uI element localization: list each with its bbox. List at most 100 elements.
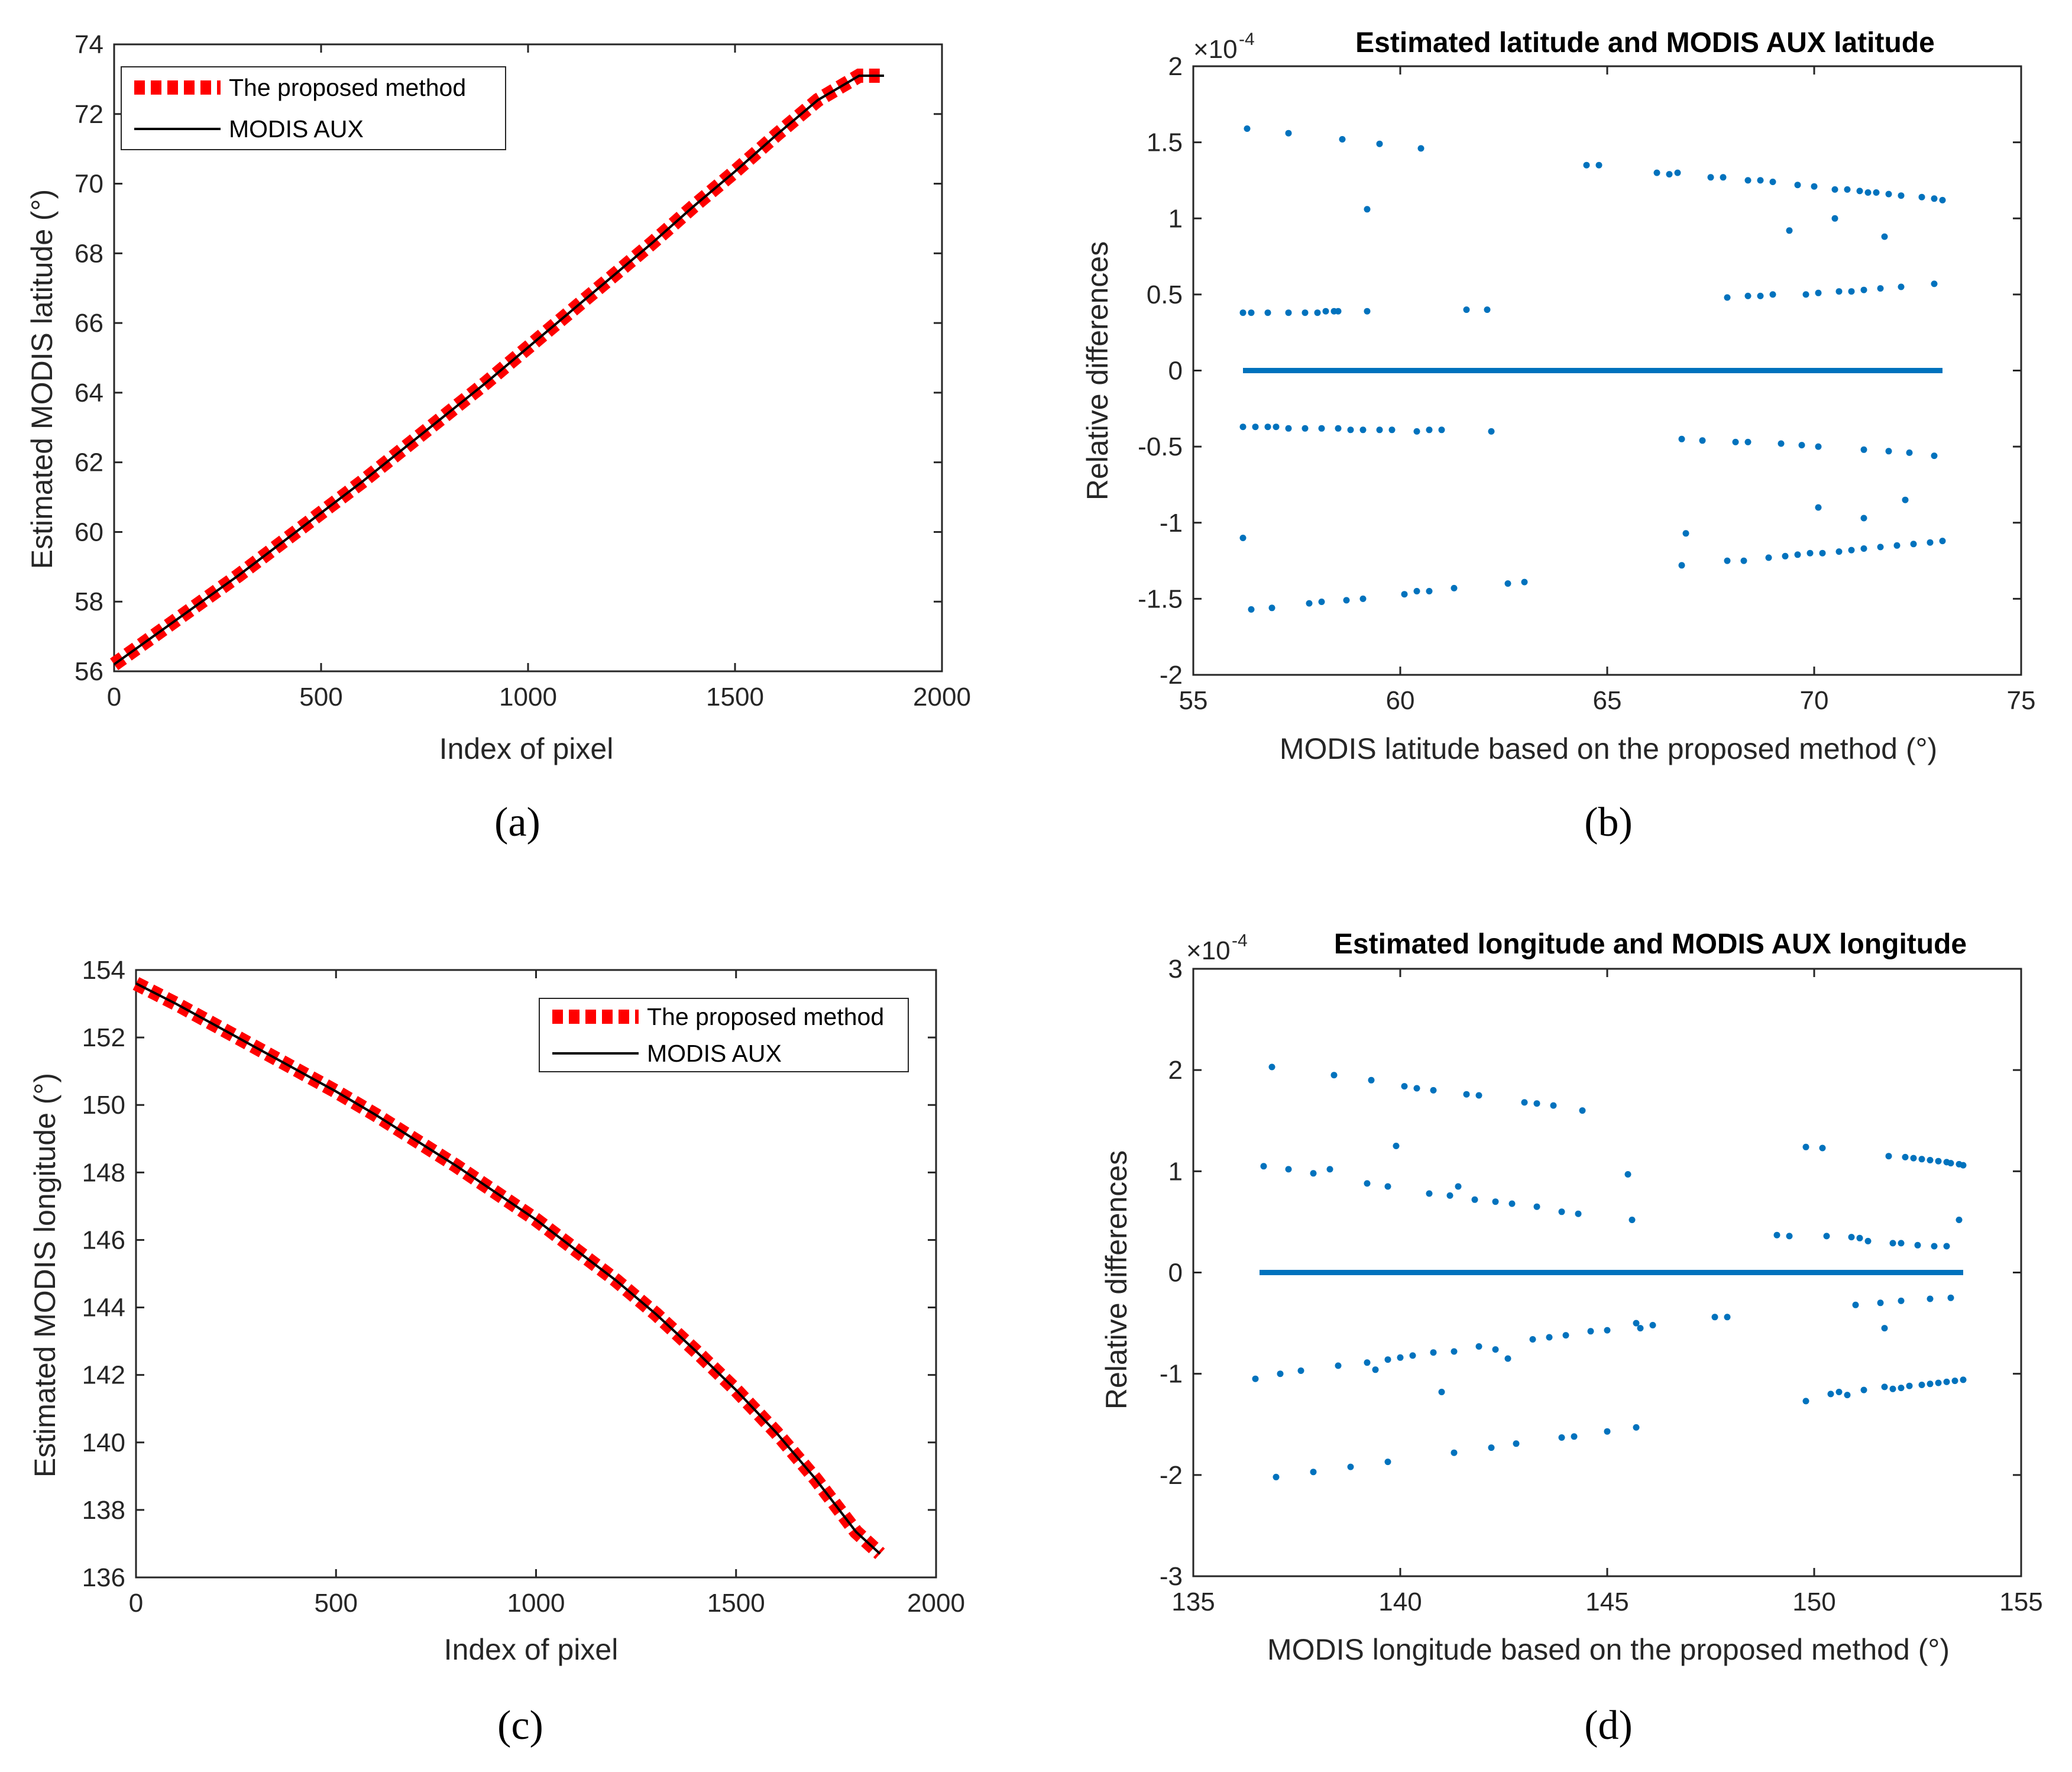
panel-b-point bbox=[1802, 291, 1809, 298]
panel-d-point bbox=[1413, 1085, 1420, 1092]
panel-d-point bbox=[1786, 1233, 1793, 1240]
panel-c-ytick-label: 154 bbox=[82, 956, 125, 985]
panel-c-ytick-label: 152 bbox=[82, 1023, 125, 1052]
panel-b-point bbox=[1678, 562, 1685, 569]
panel-b-point bbox=[1318, 599, 1325, 605]
panel-b-point bbox=[1860, 286, 1867, 293]
panel-a-ylabel: Estimated MODIS latitude (°) bbox=[25, 189, 59, 569]
panel-b-point bbox=[1285, 130, 1292, 137]
panel-d-point bbox=[1364, 1180, 1371, 1187]
panel-d-ytick-label: 1 bbox=[1168, 1157, 1183, 1186]
panel-a-xtick-label: 0 bbox=[107, 683, 121, 712]
panel-b-caption: (b) bbox=[1584, 800, 1633, 845]
panel-d-point bbox=[1368, 1076, 1375, 1084]
panel-b-point bbox=[1451, 584, 1458, 591]
panel-d-point bbox=[1492, 1346, 1499, 1353]
panel-b-point bbox=[1347, 426, 1354, 434]
panel-b-exponent-base: ×10 bbox=[1193, 35, 1238, 64]
panel-d-point bbox=[1960, 1376, 1967, 1383]
panel-d-point bbox=[1881, 1325, 1888, 1332]
panel-b-point bbox=[1931, 280, 1938, 287]
panel-d-point bbox=[1835, 1389, 1843, 1395]
panel-a-xtick-label: 1000 bbox=[499, 683, 557, 712]
panel-b-point bbox=[1239, 535, 1247, 541]
panel-b-point bbox=[1778, 440, 1785, 447]
panel-d-point bbox=[1947, 1294, 1954, 1301]
panel-d-point bbox=[1558, 1434, 1565, 1441]
panel-c-ytick-label: 140 bbox=[82, 1428, 125, 1457]
panel-b-point bbox=[1815, 289, 1822, 296]
panel-c-caption: (c) bbox=[497, 1703, 543, 1748]
panel-d-exponent-power: -4 bbox=[1232, 931, 1248, 950]
panel-b-xtick-label: 60 bbox=[1386, 686, 1415, 715]
panel-d-point bbox=[1492, 1198, 1499, 1205]
panel-d-point bbox=[1571, 1433, 1578, 1440]
panel-b-xlabel: MODIS latitude based on the proposed met… bbox=[1280, 732, 1937, 765]
panel-c-legend-label: MODIS AUX bbox=[647, 1040, 782, 1067]
panel-b-point bbox=[1318, 425, 1325, 432]
panel-b-point bbox=[1239, 423, 1247, 431]
panel-d-point bbox=[1430, 1349, 1437, 1356]
panel-d-exponent: ×10 -4 bbox=[1186, 931, 1248, 965]
panel-d-ylabel: Relative differences bbox=[1100, 1150, 1133, 1409]
panel-a-ytick-label: 58 bbox=[75, 587, 103, 616]
panel-d-ytick-label: -3 bbox=[1160, 1562, 1183, 1591]
panel-b-point bbox=[1931, 195, 1938, 202]
panel-b-point bbox=[1881, 233, 1888, 240]
panel-d-ytick-label: -2 bbox=[1160, 1461, 1183, 1490]
panel-b-xtick-label: 55 bbox=[1179, 686, 1208, 715]
panel-c-legend-label: The proposed method bbox=[647, 1003, 884, 1030]
panel-a-xlabel: Index of pixel bbox=[439, 732, 614, 765]
panel-b-point bbox=[1699, 437, 1706, 444]
panel-b-point bbox=[1244, 125, 1251, 132]
panel-d-point bbox=[1260, 1163, 1267, 1170]
panel-c-ytick-label: 144 bbox=[82, 1294, 125, 1322]
panel-d-ytick-label: 3 bbox=[1168, 955, 1183, 984]
panel-b-point bbox=[1484, 306, 1491, 313]
panel-d-point bbox=[1881, 1383, 1888, 1391]
panel-b-point bbox=[1819, 549, 1826, 557]
panel-b-point bbox=[1678, 435, 1685, 442]
panel-b-point bbox=[1252, 423, 1259, 431]
panel-c-xtick-label: 0 bbox=[129, 1589, 143, 1618]
panel-b-ytick-label: 0.5 bbox=[1147, 280, 1183, 309]
panel-b-point bbox=[1401, 591, 1408, 598]
panel-a-ytick-label: 60 bbox=[75, 518, 103, 547]
panel-d-point bbox=[1956, 1217, 1963, 1223]
panel-b-point bbox=[1666, 171, 1673, 178]
panel-b-point bbox=[1831, 186, 1838, 193]
panel-d-point bbox=[1889, 1385, 1896, 1392]
panel-b-ylabel: Relative differences bbox=[1081, 241, 1114, 500]
panel-d-point bbox=[1546, 1334, 1553, 1341]
panel-d-point bbox=[1927, 1157, 1934, 1163]
panel-d-point bbox=[1587, 1328, 1594, 1335]
panel-d-point bbox=[1550, 1102, 1557, 1109]
panel-d: Estimated longitude and MODIS AUX longit… bbox=[1100, 929, 2043, 1748]
panel-b-point bbox=[1376, 140, 1383, 147]
panel-d-point bbox=[1604, 1428, 1611, 1435]
panel-b-point bbox=[1902, 496, 1909, 503]
panel-b-point bbox=[1877, 285, 1884, 292]
panel-d-point bbox=[1773, 1231, 1780, 1239]
panel-b-point bbox=[1835, 288, 1843, 295]
panel-b-point bbox=[1438, 426, 1445, 434]
panel-c-ytick-label: 150 bbox=[82, 1091, 125, 1120]
panel-d-point bbox=[1802, 1143, 1809, 1150]
panel-d-caption: (d) bbox=[1584, 1703, 1633, 1748]
panel-d-point bbox=[1310, 1469, 1317, 1476]
panel-b-point bbox=[1794, 182, 1801, 189]
panel-d-point bbox=[1637, 1325, 1644, 1332]
panel-c-xtick-label: 1500 bbox=[707, 1589, 765, 1618]
panel-b-point bbox=[1744, 438, 1752, 445]
panel-d-ytick-label: 2 bbox=[1168, 1056, 1183, 1085]
panel-b-point bbox=[1844, 186, 1851, 193]
panel-b-point bbox=[1707, 174, 1714, 181]
panel-d-point bbox=[1347, 1463, 1354, 1470]
panel-a-ytick-label: 74 bbox=[75, 30, 103, 59]
panel-b-point bbox=[1740, 557, 1747, 564]
panel-a-ytick-label: 70 bbox=[75, 170, 103, 199]
panel-a-xtick-label: 1500 bbox=[706, 683, 764, 712]
panel-d-point bbox=[1927, 1380, 1934, 1388]
panel-d-point bbox=[1711, 1314, 1718, 1321]
